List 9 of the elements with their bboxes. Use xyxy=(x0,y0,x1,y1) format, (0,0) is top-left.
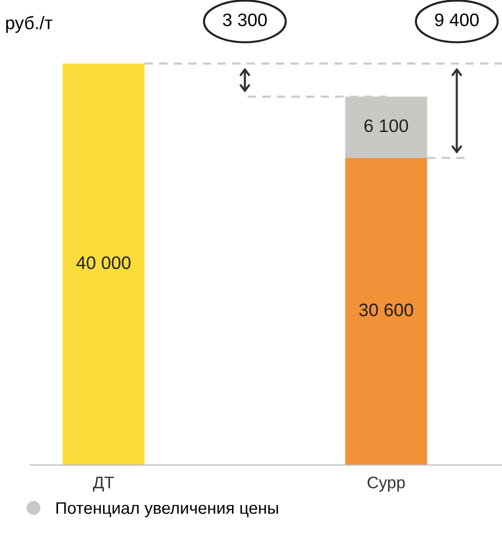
legend-label: Потенциал увеличения цены xyxy=(56,502,278,518)
y-axis-title: руб./т xyxy=(6,16,52,33)
data-label: 40 000 xyxy=(76,256,130,270)
data-label: 6 100 xyxy=(364,119,408,132)
data-label: 30 600 xyxy=(359,304,414,316)
text: 3 300 xyxy=(222,13,267,26)
x-tick-label: ДТ xyxy=(92,476,114,492)
x-tick-label: Сурр xyxy=(368,476,405,492)
text: 9 400 xyxy=(435,13,479,26)
